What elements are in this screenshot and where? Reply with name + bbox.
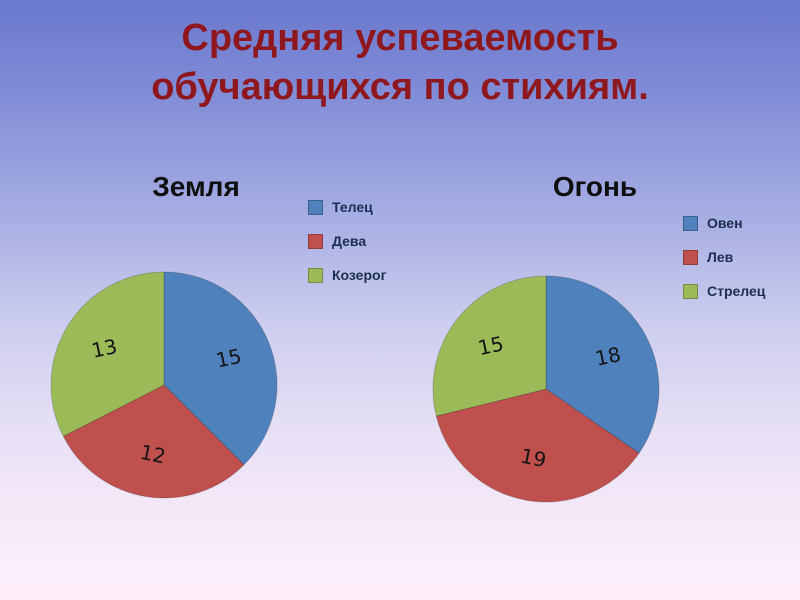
legend-item: Дева (308, 233, 386, 249)
pie-slice (163, 271, 278, 466)
legend-label: Телец (332, 199, 373, 215)
legend-item: Лев (683, 249, 765, 265)
slice-value-label: 18 (593, 342, 623, 371)
legend-swatch-icon (683, 215, 698, 231)
legend-swatch-icon (683, 283, 698, 299)
slide-title: Средняя успеваемость обучающихся по стих… (151, 17, 649, 109)
pie-slice (62, 384, 245, 499)
slice-value-label: 13 (89, 334, 119, 363)
legend-swatch-icon (683, 249, 698, 265)
legend-item: Овен (683, 215, 765, 231)
pie-icon: 15 12 13 (50, 271, 278, 499)
legend-label: Стрелец (707, 283, 766, 299)
pie-slice (545, 275, 660, 454)
legend-item: Телец (308, 199, 386, 215)
legend-label: Овен (707, 215, 743, 231)
slice-value-label: 12 (138, 440, 168, 469)
legend-label: Козерог (332, 267, 387, 283)
pie-icon: 18 19 15 (432, 275, 660, 503)
legend-label: Лев (707, 249, 734, 265)
pie-slice (435, 388, 640, 503)
legend-swatch-icon (308, 199, 323, 215)
legend-item: Козерог (308, 267, 386, 283)
slice-value-label: 15 (476, 331, 506, 360)
chart-title: Огонь (552, 171, 638, 202)
slice-value-label: 15 (214, 344, 244, 373)
legend-swatch-icon (308, 267, 323, 283)
legend-item: Стрелец (683, 283, 765, 299)
legend: Овен Лев Стрелец (683, 215, 765, 299)
legend-label: Дева (332, 233, 367, 249)
chart-title: Земля (152, 171, 240, 202)
legend: Телец Дева Козерог (308, 199, 386, 283)
pie-chart-fire: Огонь 18 19 15 Овен Лев Стрелец (420, 165, 790, 595)
pie-chart-earth: Земля 15 12 13 Телец Дева Козерог (40, 165, 410, 595)
slice-value-label: 19 (518, 444, 548, 473)
pie-slice (50, 271, 165, 437)
legend-swatch-icon (308, 233, 323, 249)
pie-slice (432, 275, 547, 417)
